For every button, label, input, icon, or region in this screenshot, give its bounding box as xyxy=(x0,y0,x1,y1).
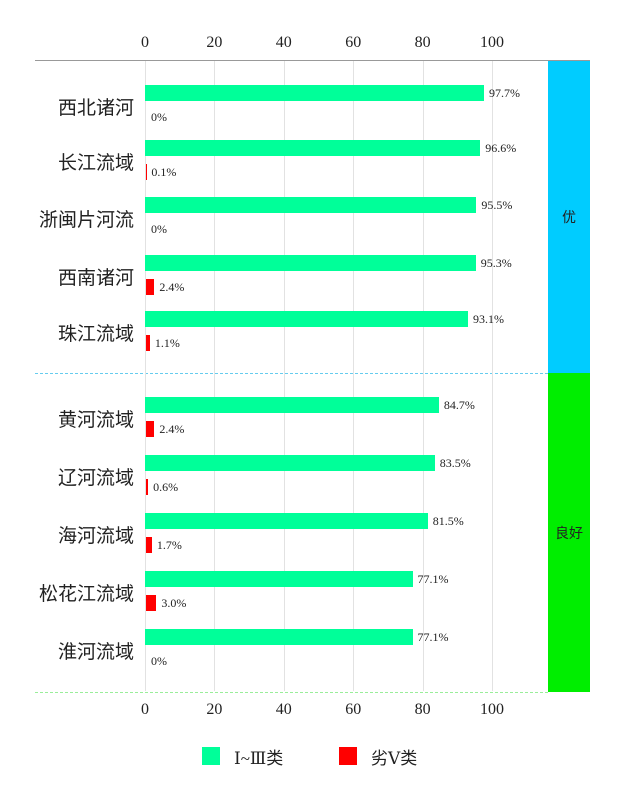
bar-worse-than-5 xyxy=(146,335,150,351)
data-label: 0% xyxy=(151,222,167,236)
x-tick-label-top: 40 xyxy=(275,34,292,51)
legend-label: Ⅰ~Ⅲ类 xyxy=(234,749,284,768)
category-label: 浙闽片河流 xyxy=(38,210,134,231)
bar-grade-1-3 xyxy=(145,197,477,213)
x-tick-label-top: 0 xyxy=(141,34,149,51)
bar-grade-1-3 xyxy=(145,85,485,101)
category-label: 松花江流域 xyxy=(38,584,134,605)
gridline xyxy=(353,61,355,691)
data-label: 77.1% xyxy=(417,572,449,586)
legend-item: Ⅰ~Ⅲ类 xyxy=(202,744,322,768)
bar-worse-than-5 xyxy=(146,537,152,553)
bar-grade-1-3 xyxy=(145,140,481,156)
x-tick-label-bottom: 100 xyxy=(480,701,504,718)
category-label: 海河流域 xyxy=(57,526,134,547)
data-label: 0% xyxy=(151,110,167,124)
data-label: 2.4% xyxy=(159,422,185,436)
x-tick-label-bottom: 60 xyxy=(345,701,362,718)
gridline xyxy=(422,61,424,691)
legend-swatch-red xyxy=(339,747,357,765)
legend-swatch-green xyxy=(202,747,220,765)
x-tick-label-bottom: 80 xyxy=(414,701,431,718)
top-axis-line xyxy=(35,60,590,61)
group-label: 优 xyxy=(562,211,576,226)
data-label: 81.5% xyxy=(432,514,464,528)
bar-grade-1-3 xyxy=(145,513,428,529)
group-band-excellent: 优 xyxy=(548,61,590,373)
gridline xyxy=(283,61,285,691)
data-label: 2.4% xyxy=(159,280,185,294)
bar-grade-1-3 xyxy=(145,397,439,413)
x-tick-label-top: 60 xyxy=(345,34,362,51)
gridline xyxy=(492,61,493,691)
data-label: 95.3% xyxy=(480,256,512,270)
category-label: 黄河流域 xyxy=(57,410,134,431)
data-label: 0.6% xyxy=(153,480,179,494)
bar-grade-1-3 xyxy=(145,455,435,471)
data-label: 77.1% xyxy=(417,630,449,644)
x-tick-label-bottom: 0 xyxy=(141,701,149,718)
bar-worse-than-5 xyxy=(146,479,149,495)
category-label: 西南诸河 xyxy=(57,268,134,289)
category-label: 辽河流域 xyxy=(57,468,134,489)
data-label: 84.7% xyxy=(443,398,475,412)
data-label: 1.1% xyxy=(154,336,180,350)
bar-grade-1-3 xyxy=(145,255,476,271)
x-tick-label-top: 80 xyxy=(414,34,431,51)
data-label: 0% xyxy=(151,654,167,668)
legend-label: 劣Ⅴ类 xyxy=(371,749,418,768)
data-label: 1.7% xyxy=(156,538,182,552)
legend-item: 劣Ⅴ类 xyxy=(339,744,459,768)
x-tick-label-top: 20 xyxy=(206,34,223,51)
bar-grade-1-3 xyxy=(145,629,413,645)
data-label: 0.1% xyxy=(151,165,177,179)
x-tick-label-bottom: 20 xyxy=(206,701,223,718)
group-divider xyxy=(35,373,548,374)
data-label: 83.5% xyxy=(439,456,471,470)
bottom-divider xyxy=(35,692,548,693)
data-label: 3.0% xyxy=(161,596,187,610)
bar-worse-than-5 xyxy=(146,421,155,437)
bar-grade-1-3 xyxy=(145,311,469,327)
gridline xyxy=(214,61,216,691)
data-label: 97.7% xyxy=(489,86,521,100)
category-label: 长江流域 xyxy=(57,153,134,174)
gridline xyxy=(145,61,146,691)
data-label: 93.1% xyxy=(473,312,505,326)
category-label: 珠江流域 xyxy=(57,324,134,345)
category-label: 淮河流域 xyxy=(57,642,134,663)
bar-worse-than-5 xyxy=(146,279,155,295)
data-label: 96.6% xyxy=(485,141,517,155)
x-tick-label-top: 100 xyxy=(480,34,504,51)
group-band-good: 良好 xyxy=(548,373,590,692)
data-label: 95.5% xyxy=(481,198,513,212)
bar-grade-1-3 xyxy=(145,571,413,587)
group-label: 良好 xyxy=(555,526,583,542)
x-tick-label-bottom: 40 xyxy=(275,701,292,718)
bar-worse-than-5 xyxy=(146,595,157,611)
category-label: 西北诸河 xyxy=(57,98,134,119)
